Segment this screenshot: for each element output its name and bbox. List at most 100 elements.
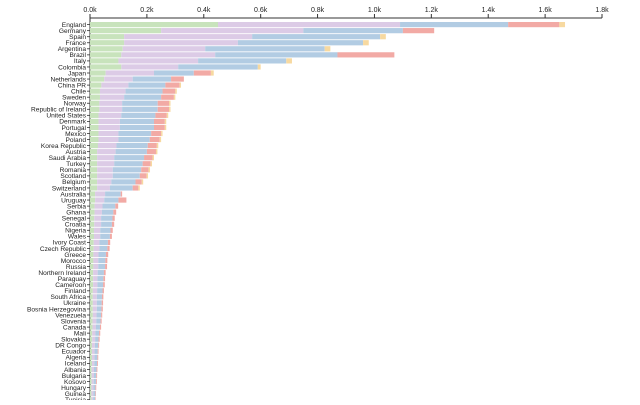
bar-segment	[90, 282, 94, 288]
bar-segment	[90, 124, 99, 131]
bar-segment	[171, 76, 184, 82]
bar-segment	[100, 227, 111, 233]
bar-segment	[97, 348, 99, 354]
bar-segment	[95, 324, 100, 330]
bar-segment	[92, 294, 97, 300]
bar-segment	[97, 354, 99, 360]
bar-segment	[121, 112, 156, 118]
bar-segment	[90, 312, 93, 318]
bar-segment	[122, 100, 158, 106]
y-tick-label: England	[62, 22, 87, 29]
bar-segment	[93, 239, 100, 245]
bar-segment	[162, 88, 176, 94]
bar-segment	[98, 342, 100, 348]
bar-segment	[90, 106, 100, 112]
bar-segment	[91, 366, 94, 373]
bar-segment	[94, 342, 99, 348]
bar-segment	[90, 276, 94, 282]
bar-segment	[98, 112, 122, 118]
bar-segment	[122, 106, 158, 112]
y-tick-label: Northern Ireland	[38, 270, 86, 277]
bar-segment	[90, 100, 100, 106]
bar-segment	[90, 209, 95, 215]
bar-segment	[166, 112, 169, 118]
bar-segment	[164, 118, 167, 124]
bar-segment	[118, 197, 127, 203]
bar-segment	[93, 378, 96, 385]
bar-segment	[97, 155, 115, 161]
x-tick-label: 0.2k	[140, 7, 154, 14]
bar-segment	[91, 342, 95, 348]
bar-segment	[132, 185, 139, 191]
bar-segment	[90, 88, 100, 94]
bar-segment	[101, 306, 103, 312]
y-tick-label: Italy	[74, 58, 87, 65]
bar-segment	[103, 276, 106, 282]
bar-segment	[114, 161, 143, 167]
bar-segment	[157, 106, 170, 112]
bar-segment	[112, 173, 140, 179]
y-tick-label: Ecuador	[61, 349, 86, 356]
bar-segment	[100, 233, 110, 239]
bar-segment	[118, 136, 150, 143]
bar-segment	[165, 82, 180, 88]
y-tick-label: China PR	[58, 82, 86, 89]
bar-segment	[90, 118, 99, 124]
bar-segment	[90, 306, 93, 312]
bar-segment	[98, 264, 106, 270]
bar-segment	[92, 312, 97, 318]
y-tick-label: Portugal	[61, 125, 86, 132]
bar-segment	[90, 179, 98, 185]
bar-segment	[102, 288, 104, 294]
bar-segment	[91, 348, 95, 354]
bar-segment	[90, 130, 99, 137]
bar-segment	[105, 251, 109, 258]
y-tick-label: Russia	[66, 264, 86, 271]
bar-segment	[105, 191, 121, 197]
bar-segment	[101, 215, 113, 221]
bar-segment	[138, 185, 140, 191]
bar-segment	[161, 28, 304, 34]
y-tick-label: Bulgaria	[62, 373, 87, 380]
y-tick-label: Turkey	[66, 161, 87, 168]
bar-segment	[198, 58, 287, 64]
bar-segment	[93, 270, 98, 276]
bar-segment	[115, 203, 119, 209]
bar-segment	[98, 251, 106, 258]
bar-segment	[99, 94, 125, 100]
bar-segment	[92, 336, 96, 342]
bar-segment	[98, 130, 119, 137]
bar-segment	[150, 161, 153, 167]
y-tick-label: Spain	[69, 34, 86, 41]
y-tick-label: Norway	[64, 101, 87, 108]
bar-segment	[92, 288, 98, 294]
x-tick-label: 0.4k	[197, 7, 211, 14]
bar-segment	[92, 324, 96, 330]
bar-segment	[124, 34, 253, 40]
bar-segment	[148, 167, 151, 173]
bar-segment	[149, 136, 160, 143]
y-tick-label: Croatia	[65, 222, 87, 229]
bar-segment	[400, 22, 509, 28]
bar-segment	[90, 28, 162, 34]
bar-segment	[363, 40, 369, 46]
bar-segment	[99, 239, 108, 245]
bar-segment	[125, 88, 163, 94]
bar-segment	[97, 360, 98, 366]
bar-segment	[121, 64, 179, 70]
bars	[90, 22, 566, 403]
bar-segment	[559, 22, 566, 28]
bar-segment	[96, 366, 98, 373]
bar-segment	[508, 22, 560, 28]
bar-segment	[93, 366, 97, 373]
y-tick-label: Iceland	[65, 361, 87, 368]
y-tick-label: Netherlands	[50, 76, 86, 83]
bar-segment	[324, 46, 331, 52]
bar-segment	[98, 257, 106, 264]
x-tick-label: 1.2k	[425, 7, 439, 14]
bar-segment	[90, 149, 98, 155]
bar-segment	[90, 161, 98, 167]
bar-segment	[90, 318, 93, 324]
